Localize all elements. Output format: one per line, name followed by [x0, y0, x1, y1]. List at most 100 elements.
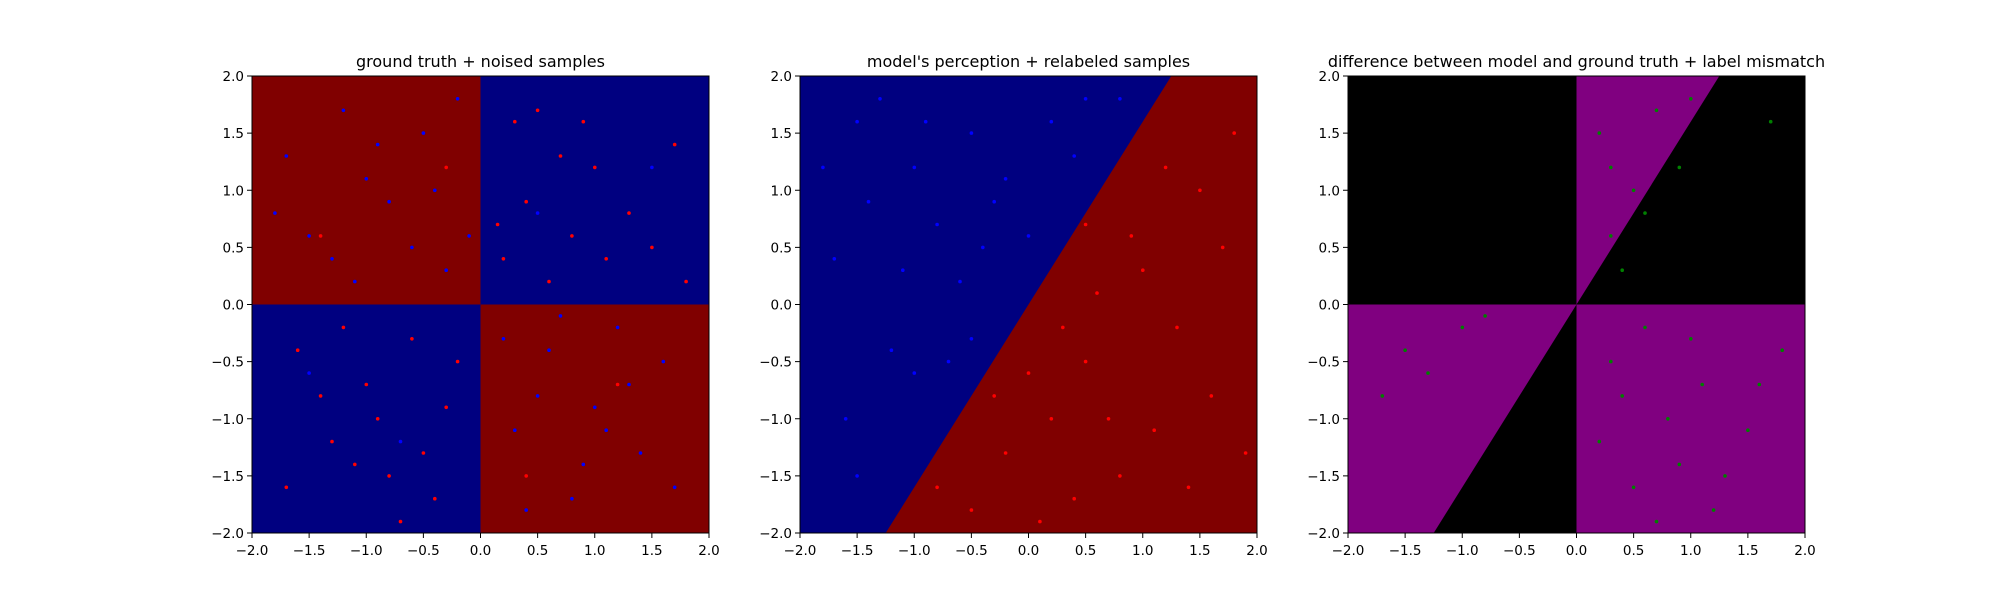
y-tick-label: 2.0: [771, 69, 792, 85]
x-tick-label: 0.5: [527, 543, 548, 559]
x-tick-label: −0.5: [955, 543, 988, 559]
data-point-red: [398, 519, 403, 524]
data-point-blue: [535, 394, 540, 398]
data-point-red: [684, 279, 688, 284]
data-point-red: [284, 485, 289, 490]
data-point-blue: [923, 119, 928, 124]
data-point-blue: [410, 245, 414, 250]
y-tick-label: −1.5: [1307, 469, 1340, 485]
data-point-red: [1186, 485, 1191, 490]
data-point-red: [1118, 474, 1122, 478]
data-point-red: [375, 417, 380, 421]
data-point-green: [1460, 325, 1465, 330]
data-point-green: [1689, 97, 1693, 101]
data-point-blue: [889, 348, 894, 353]
y-tick-label: 1.0: [1319, 183, 1340, 199]
region-bottom-right: [480, 304, 709, 533]
data-point-red: [1061, 325, 1065, 330]
data-point-blue: [650, 165, 654, 170]
data-point-blue: [593, 405, 597, 410]
data-point-red: [935, 485, 939, 490]
data-point-blue: [901, 268, 905, 273]
data-point-blue: [832, 257, 837, 261]
data-point-blue: [547, 348, 551, 353]
data-point-blue: [364, 177, 369, 181]
data-point-blue: [866, 199, 871, 204]
data-point-blue: [421, 131, 426, 135]
data-point-blue: [661, 359, 666, 364]
data-point-green: [1780, 348, 1784, 353]
y-tick-label: 1.5: [771, 126, 792, 142]
y-tick-label: 2.0: [1319, 69, 1340, 85]
data-point-blue: [935, 222, 939, 227]
y-tick-label: −2.0: [1307, 526, 1340, 542]
data-point-blue: [467, 234, 471, 238]
x-tick-label: −1.5: [293, 543, 326, 559]
region-top-left: [252, 76, 481, 305]
data-point-green: [1483, 314, 1487, 318]
panel-difference: −2.0 −1.5 −1.0 −0.5 0.0 0.5 1.0 1.5 2.0 −2.0 −1.5 −…: [1307, 52, 1825, 559]
panel-title: difference between model and ground trut…: [1328, 52, 1825, 71]
background-regions: [252, 76, 709, 533]
sample-points: [1380, 97, 1784, 524]
x-tick-label: 1.5: [1189, 543, 1210, 559]
data-point-blue: [570, 496, 574, 501]
data-point-blue: [387, 199, 391, 204]
data-point-red: [627, 211, 631, 215]
data-point-blue: [1003, 177, 1008, 181]
x-tick-label: −2.0: [784, 543, 817, 559]
y-tick-label: 1.0: [771, 183, 792, 199]
data-point-red: [1083, 222, 1088, 227]
data-point-blue: [455, 97, 460, 101]
data-point-red: [1129, 234, 1134, 238]
data-point-green: [1597, 439, 1602, 444]
data-point-red: [558, 154, 563, 158]
data-point-red: [1175, 325, 1179, 330]
x-tick-label: −2.0: [236, 543, 269, 559]
x-tick-label: −1.0: [350, 543, 383, 559]
region-bottom-left: [252, 304, 481, 533]
data-point-red: [410, 337, 414, 341]
data-point-red: [330, 439, 334, 444]
data-point-blue: [604, 428, 608, 433]
data-point-blue: [627, 382, 631, 387]
background-regions: [800, 76, 1257, 533]
data-point-red: [1220, 245, 1225, 250]
data-point-blue: [638, 451, 643, 455]
data-point-red: [513, 119, 517, 124]
data-point-red: [318, 234, 323, 238]
y-tick-label: 1.0: [223, 183, 244, 199]
data-point-red: [295, 348, 300, 353]
data-point-red: [1106, 417, 1111, 421]
data-point-green: [1677, 462, 1682, 467]
data-point-green: [1654, 108, 1659, 113]
region-mismatch-bottom-right: [1576, 304, 1805, 533]
data-point-red: [1232, 131, 1236, 135]
data-point-blue: [1118, 97, 1122, 101]
x-tick-label: 1.0: [584, 543, 605, 559]
panel-title: ground truth + noised samples: [356, 52, 605, 71]
data-point-green: [1609, 359, 1613, 364]
y-tick-label: −2.0: [759, 526, 792, 542]
data-point-red: [969, 508, 974, 512]
data-point-blue: [581, 462, 586, 467]
y-tick-label: −1.5: [211, 469, 244, 485]
data-point-blue: [558, 314, 563, 318]
data-point-green: [1757, 382, 1762, 387]
y-tick-label: −1.0: [1307, 412, 1340, 428]
x-tick-label: 2.0: [1246, 543, 1267, 559]
data-point-red: [535, 108, 540, 113]
x-tick-label: −1.0: [1446, 543, 1479, 559]
y-tick-label: 0.0: [771, 298, 792, 314]
y-tick-label: −0.5: [1307, 355, 1340, 371]
data-point-red: [1243, 451, 1248, 455]
y-tick-label: 0.5: [771, 240, 792, 256]
region-above-boundary: [800, 76, 1172, 533]
data-point-blue: [1083, 97, 1088, 101]
data-point-red: [604, 257, 608, 261]
data-point-green: [1677, 165, 1682, 170]
data-point-green: [1768, 119, 1773, 124]
panel-title: model's perception + relabeled samples: [867, 52, 1190, 71]
data-point-green: [1426, 371, 1430, 375]
